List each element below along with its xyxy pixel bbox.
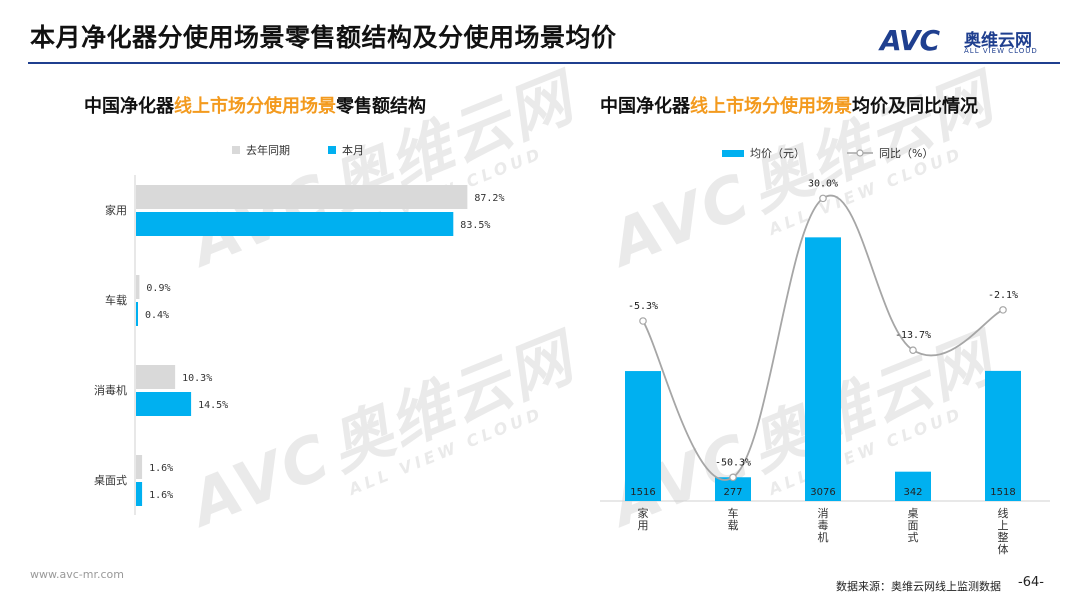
yoy-point <box>999 306 1007 314</box>
category-label: 线上整体 <box>998 506 1009 556</box>
title-divider <box>28 62 1060 64</box>
right-title-prefix: 中国净化器 <box>600 96 690 117</box>
category-label: 桌面式 <box>94 474 127 487</box>
left-chart-legend: 去年同期 本月 <box>232 142 364 158</box>
bar-value-label: 1518 <box>990 487 1015 498</box>
bar-this-month <box>136 392 192 416</box>
left-bar-chart: 家用 87.2% 83.5% 车载 0.9% 0.4% 消毒机 10.3% 14.5% 桌面式 1.… <box>94 175 504 515</box>
data-label: 10.3% <box>182 373 212 384</box>
yoy-point <box>819 194 827 203</box>
bar-value-label: 3076 <box>810 487 835 498</box>
bar-this-month <box>136 212 454 236</box>
bar-this-month <box>136 482 143 506</box>
yoy-label: -13.7% <box>895 330 931 341</box>
left-title-highlight: 线上市场分使用场景 <box>174 96 336 117</box>
left-title-suffix: 零售额结构 <box>336 96 426 117</box>
bar-last-year <box>136 185 468 209</box>
bar-value-label: 1516 <box>630 487 655 498</box>
right-combo-chart: 1516 家用 277 车载 3076 消毒机 342 桌面式 1518 线上整体 -5.3% -50… <box>600 178 1050 556</box>
data-label: 87.2% <box>474 193 504 204</box>
category-label: 消毒机 <box>94 383 127 397</box>
footer-url: www.avc-mr.com <box>30 568 124 581</box>
category-label: 桌面式 <box>908 507 919 544</box>
legend-swatch-this-month <box>328 146 336 154</box>
right-title-suffix: 均价及同比情况 <box>852 96 978 117</box>
legend-swatch-yoy-line <box>847 149 873 157</box>
yoy-label: 30.0% <box>808 178 838 189</box>
data-label: 83.5% <box>460 220 490 231</box>
logo-en-text: ALL VIEW CLOUD <box>964 47 1038 55</box>
yoy-point <box>909 346 917 354</box>
bar-last-year <box>136 275 140 299</box>
left-chart-title: 中国净化器线上市场分使用场景零售额结构 <box>84 92 426 118</box>
bar-last-year <box>136 455 143 479</box>
left-title-prefix: 中国净化器 <box>84 96 174 117</box>
logo-cn-text: 奥维云网 <box>964 31 1032 51</box>
legend-label-avg-price: 均价（元） <box>750 147 805 160</box>
page-title: 本月净化器分使用场景零售额结构及分使用场景均价 <box>30 23 617 52</box>
category-label: 消毒机 <box>818 506 829 544</box>
right-chart-legend: 均价（元） 同比（%） <box>722 145 933 161</box>
category-label: 家用 <box>638 506 649 532</box>
legend-label-this-month: 本月 <box>342 144 364 157</box>
right-title-highlight: 线上市场分使用场景 <box>690 96 852 117</box>
data-label: 14.5% <box>198 400 228 411</box>
data-label: 0.9% <box>146 283 170 294</box>
yoy-point <box>639 317 647 325</box>
logo-mark: AVC <box>880 24 940 57</box>
legend-label-last-year: 去年同期 <box>246 144 290 157</box>
data-source-note: 数据来源：奥维云网线上监测数据 <box>836 580 1001 593</box>
bar-avg-price <box>625 371 661 501</box>
bar-value-label: 342 <box>903 487 922 498</box>
legend-label-yoy: 同比（%） <box>879 147 934 160</box>
bar-last-year <box>136 365 176 389</box>
data-label: 0.4% <box>145 310 169 321</box>
yoy-line <box>642 194 1004 481</box>
bar-avg-price <box>715 477 751 501</box>
page-number: -64- <box>1018 575 1044 590</box>
yoy-label: -5.3% <box>628 301 658 312</box>
yoy-point <box>729 473 737 482</box>
yoy-label: -50.3% <box>715 457 751 468</box>
category-label: 车载 <box>105 293 127 307</box>
bar-avg-price <box>985 370 1021 501</box>
category-label: 车载 <box>728 506 739 532</box>
legend-swatch-avg-price <box>722 149 744 157</box>
category-label: 家用 <box>105 203 127 217</box>
data-label: 1.6% <box>149 463 173 474</box>
bar-avg-price <box>805 237 841 501</box>
bar-this-month <box>136 302 138 326</box>
bar-avg-price <box>895 471 931 501</box>
right-chart-title: 中国净化器线上市场分使用场景均价及同比情况 <box>600 92 978 118</box>
company-logo: AVC 奥维云网 ALL VIEW CLOUD <box>880 24 1060 58</box>
legend-swatch-last-year <box>232 146 240 154</box>
yoy-label: -2.1% <box>988 290 1018 301</box>
data-label: 1.6% <box>149 490 173 501</box>
bar-value-label: 277 <box>723 487 742 498</box>
